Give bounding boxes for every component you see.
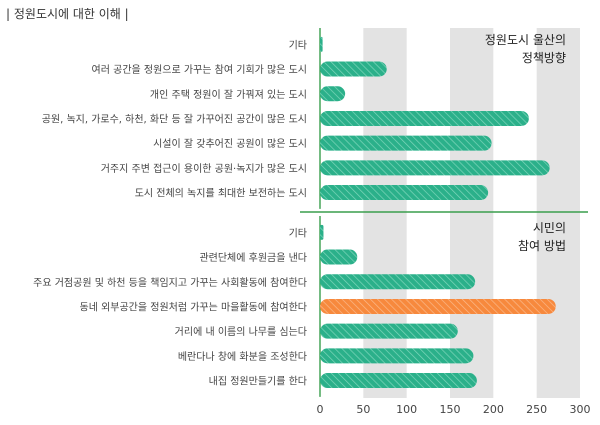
bar [320, 135, 492, 151]
panel-title: 참여 방법 [518, 239, 566, 253]
panel-title: 정원도시 울산의 [485, 33, 566, 47]
bar [320, 224, 324, 240]
grid-bands [363, 28, 580, 398]
x-tick-label: 300 [570, 403, 591, 416]
bar [320, 160, 550, 176]
bar-highlight [320, 298, 556, 314]
bar [320, 110, 529, 126]
category-label: 주요 거점공원 및 하천 등을 책임지고 가꾸는 사회활동에 참여한다 [33, 276, 307, 289]
x-tick-label: 250 [526, 403, 547, 416]
category-label: 기타 [289, 39, 307, 51]
panel-title: 정책방향 [522, 50, 566, 65]
category-label: 공원, 녹지, 가로수, 하천, 화단 등 잘 가꾸어진 공간이 많은 도시 [42, 112, 307, 125]
bar [320, 61, 387, 77]
x-tick-label: 0 [317, 403, 324, 416]
category-label: 도시 전체의 녹지를 최대한 보전하는 도시 [135, 187, 307, 200]
category-label: 시설이 잘 갖추어진 공원이 많은 도시 [153, 138, 307, 150]
bar [320, 249, 358, 265]
grid-band [363, 28, 407, 398]
x-axis: 0 50 100 150 200 250 300 [317, 403, 591, 416]
bar [320, 348, 474, 364]
bar [320, 323, 458, 339]
category-label: 베란다나 창에 화분을 조성한다 [178, 351, 307, 363]
page-header: | 정원도시에 대한 이해 | [6, 7, 129, 21]
bar [320, 373, 477, 389]
category-label: 거주지 주변 접근이 용이한 공원·녹지가 많은 도시 [101, 163, 307, 175]
category-label: 기타 [289, 227, 307, 239]
grid-band [536, 28, 580, 398]
category-label: 관련단체에 후원금을 낸다 [199, 252, 307, 264]
x-tick-label: 200 [483, 403, 504, 416]
panel-title: 시민의 [533, 221, 566, 235]
category-label: 여러 공간을 정원으로 가꾸는 참여 기회가 많은 도시 [92, 64, 307, 76]
category-label: 동네 외부공간을 정원처럼 가꾸는 마을활동에 참여한다 [80, 300, 308, 313]
bar [320, 36, 323, 52]
bar [320, 86, 346, 102]
x-tick-label: 150 [440, 403, 461, 416]
x-tick-label: 100 [396, 403, 417, 416]
x-tick-label: 50 [356, 403, 370, 416]
bar [320, 185, 489, 201]
category-label: 개인 주택 정원이 잘 가꿔져 있는 도시 [150, 89, 307, 101]
category-label: 내집 정원만들기를 한다 [209, 376, 307, 388]
bar [320, 274, 476, 290]
grid-band [450, 28, 494, 398]
category-label: 거리에 내 이름의 나무를 심는다 [175, 326, 307, 338]
